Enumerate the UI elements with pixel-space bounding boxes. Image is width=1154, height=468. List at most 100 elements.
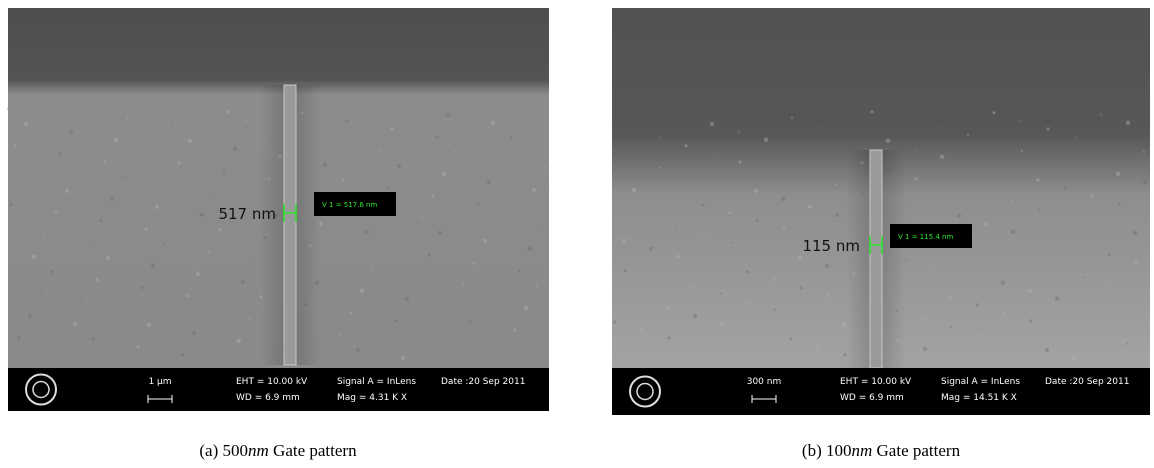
speckle (923, 347, 927, 351)
speckle (1011, 201, 1013, 203)
speckle (218, 228, 221, 231)
speckle (1072, 356, 1076, 360)
scale-bar-label: 1 µm (148, 377, 171, 387)
speckle (686, 175, 688, 177)
speckle (95, 278, 98, 281)
speckle (517, 269, 520, 272)
speckle (390, 127, 393, 130)
speckle (808, 176, 810, 178)
caption-unit: nm (248, 441, 269, 460)
speckle (835, 213, 839, 217)
speckle (755, 219, 758, 222)
speckle (114, 138, 118, 142)
measure-label: 115 nm (802, 237, 860, 255)
wd: WD = 6.9 mm (236, 393, 300, 403)
speckle (171, 125, 173, 127)
speckle (992, 111, 995, 114)
speckle (540, 226, 542, 228)
speckle (906, 259, 908, 261)
speckle (122, 176, 124, 178)
mag: Mag = 14.51 K X (941, 393, 1017, 403)
measure-box-text: V 1 = 517.6 nm (322, 201, 377, 209)
speckle (1055, 297, 1059, 301)
speckle (499, 159, 501, 161)
speckle (185, 294, 188, 297)
speckle (40, 293, 42, 295)
speckle (764, 109, 766, 111)
speckle (1001, 281, 1005, 285)
speckle (774, 309, 776, 311)
gate-line (870, 150, 882, 368)
speckle (7, 108, 9, 110)
speckle (1082, 276, 1084, 278)
date: Date :20 Sep 2011 (441, 377, 525, 387)
speckle (513, 328, 516, 331)
figure: 517 nmV 1 = 517.6 nm1 µmEHT = 10.00 kVWD… (0, 0, 1154, 468)
speckle (1089, 164, 1093, 168)
speckle (1099, 113, 1103, 117)
speckle (503, 351, 505, 353)
speckle (401, 356, 405, 360)
speckle (782, 227, 785, 230)
speckle (659, 167, 661, 169)
speckle (1107, 253, 1110, 256)
speckle (483, 239, 487, 243)
eht: EHT = 10.00 kV (236, 377, 308, 387)
speckle (1028, 289, 1032, 293)
speckle (454, 151, 456, 153)
speckle (151, 264, 155, 268)
speckle (984, 222, 988, 226)
speckle (222, 169, 225, 172)
speckle (421, 217, 423, 219)
caption-text: Gate pattern (273, 441, 357, 460)
speckle (615, 351, 617, 353)
wd: WD = 6.9 mm (840, 393, 904, 403)
speckle (967, 134, 969, 136)
speckle (1045, 348, 1049, 352)
speckle (380, 150, 382, 152)
speckle (253, 259, 255, 261)
sem-panel: 517 nmV 1 = 517.6 nm1 µmEHT = 10.00 kVWD… (7, 8, 549, 460)
speckle (144, 227, 147, 230)
speckle (28, 314, 32, 318)
speckle (427, 253, 430, 256)
speckle (136, 345, 139, 348)
measure-box-text: V 1 = 115.4 nm (898, 233, 953, 241)
speckle (544, 167, 546, 169)
speckle (1011, 230, 1015, 234)
speckle (754, 189, 758, 193)
speckle (476, 202, 479, 205)
speckle (431, 194, 434, 197)
speckle (870, 110, 873, 113)
speckle (799, 286, 802, 289)
speckle (1019, 119, 1022, 122)
speckle (524, 306, 528, 310)
mag: Mag = 4.31 K X (337, 393, 407, 403)
speckle (442, 172, 446, 176)
speckle (703, 234, 705, 236)
speckle (745, 270, 748, 273)
speckle (940, 126, 942, 128)
speckle (1126, 121, 1130, 125)
speckle (69, 130, 73, 134)
speckle (472, 261, 475, 264)
speckle (204, 310, 206, 312)
speckle (32, 255, 36, 259)
speckle (1038, 209, 1040, 211)
speckle (789, 337, 792, 340)
speckle (446, 113, 450, 117)
caption: (a) 500nm Gate pattern (199, 441, 357, 460)
speckle (1055, 268, 1057, 270)
speckle (394, 319, 397, 322)
speckle (345, 119, 348, 122)
speckle (9, 203, 12, 206)
speckle (623, 269, 626, 272)
speckle (17, 336, 20, 339)
speckle (1065, 217, 1067, 219)
caption-unit: nm (852, 441, 873, 460)
speckle (245, 126, 247, 128)
speckle (781, 197, 785, 201)
speckle (642, 108, 644, 110)
speckle (1143, 180, 1147, 184)
speckle (940, 155, 944, 159)
